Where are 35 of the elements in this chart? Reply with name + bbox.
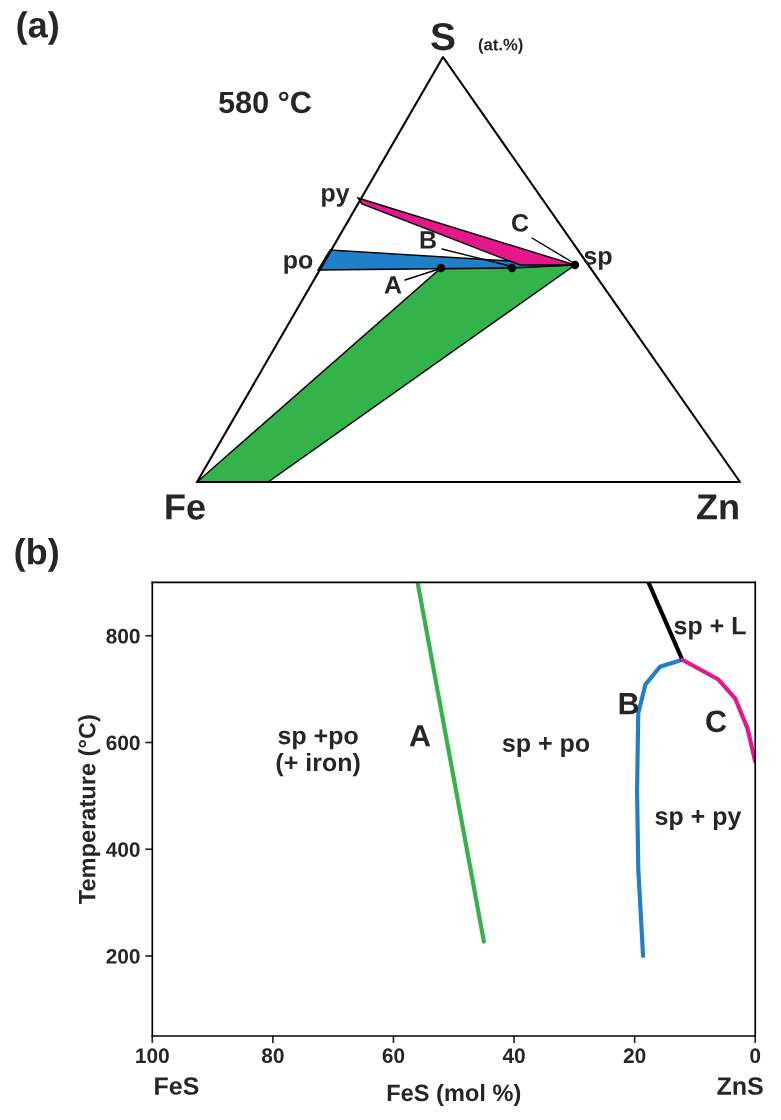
text: Fe xyxy=(166,494,205,520)
text: py xyxy=(322,187,350,207)
y-tick-label: 600 xyxy=(106,735,140,751)
y-tick-label: 800 xyxy=(106,628,140,644)
y-tick-label: 200 xyxy=(106,948,140,964)
text: A xyxy=(384,276,402,294)
y-axis-title: Temperature (°C) xyxy=(78,715,101,904)
text: ZnS xyxy=(717,1077,763,1095)
x-tick-label: 80 xyxy=(261,1048,284,1064)
text: (at.%) xyxy=(478,38,523,54)
text: (a) xyxy=(17,11,58,45)
annotation: sp + L xyxy=(674,617,746,640)
annotation: C xyxy=(706,710,727,733)
text: po xyxy=(284,254,313,274)
text: B xyxy=(420,231,436,249)
text: sp xyxy=(584,250,612,270)
y-tick-label: 400 xyxy=(106,842,140,857)
x-tick-label: 0 xyxy=(750,1048,761,1064)
x-tick-label: 40 xyxy=(502,1048,525,1064)
line-series xyxy=(680,657,756,764)
annotation: sp +po (+ iron) xyxy=(276,729,360,777)
x-tick-label: 20 xyxy=(623,1048,646,1064)
annotation: sp + py xyxy=(655,810,742,830)
text: FeS xyxy=(155,1077,199,1095)
annotation: A xyxy=(409,725,431,747)
annotation: sp + po xyxy=(502,737,590,757)
text: 580 °C xyxy=(219,91,312,114)
x-tick-label: 100 xyxy=(136,1048,169,1064)
text: S xyxy=(431,22,455,51)
text: Zn xyxy=(697,494,738,520)
annotation: B xyxy=(619,693,639,715)
chart-title: (b) xyxy=(15,538,58,572)
x-tick-label: 60 xyxy=(382,1048,405,1064)
x-axis-title: FeS (mol %) xyxy=(387,1083,521,1106)
text: C xyxy=(512,214,529,232)
